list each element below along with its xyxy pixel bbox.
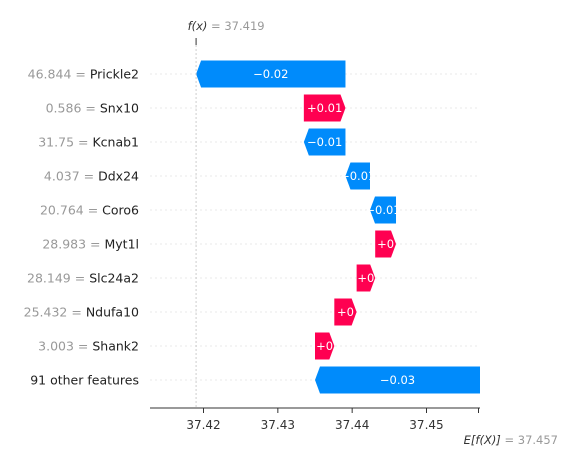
bar-negative	[370, 196, 397, 224]
feature-value: 46.844	[28, 67, 72, 82]
expected-value: 37.457	[518, 433, 558, 447]
bar-positive	[375, 230, 397, 258]
bar-negative	[196, 60, 346, 88]
bar-positive	[334, 298, 357, 326]
feature-name: Slc24a2	[89, 271, 139, 286]
feature-label: 20.764 = Coro6	[40, 203, 139, 218]
feature-label: 3.003 = Shank2	[38, 339, 139, 354]
feature-name: Kcnab1	[92, 135, 139, 150]
fx-annotation: f(x) = 37.419	[188, 19, 265, 33]
feature-name: Shank2	[92, 339, 139, 354]
annotations: f(x) = 37.419 E[f(X)] = 37.457	[188, 19, 558, 447]
x-tick-label: 37.43	[261, 418, 295, 432]
expected-value-annotation: E[f(X)] = 37.457	[464, 433, 558, 447]
feature-label: 4.037 = Ddx24	[44, 169, 139, 184]
feature-label: 25.432 = Ndufa10	[24, 305, 139, 320]
bar-negative	[315, 366, 480, 394]
x-axis: 37.42 37.43 37.44 37.45	[150, 407, 480, 432]
feature-value: 4.037	[44, 169, 80, 184]
bar-positive	[303, 94, 346, 122]
feature-name: Ndufa10	[86, 305, 139, 320]
x-tick-label: 37.44	[335, 418, 369, 432]
bar-value-label: −0.01	[307, 135, 342, 149]
bar-value-label: +0.01	[307, 101, 342, 115]
bar-positive	[315, 332, 335, 360]
bars: −0.02 +0.01 −0.01 −0.01 −0.01 +0 +0 +0 +0 −0.03	[196, 60, 480, 394]
bar-value-label: +0	[377, 237, 394, 251]
feature-value: 28.983	[42, 237, 86, 252]
bar-value-label: +0	[316, 339, 333, 353]
feature-name: Ddx24	[98, 169, 139, 184]
feature-value: 20.764	[40, 203, 84, 218]
feature-value: 28.149	[27, 271, 71, 286]
feature-name: Myt1l	[104, 237, 139, 252]
feature-labels: 46.844 = Prickle2 0.586 = Snx10 31.75 = Kc…	[24, 67, 139, 388]
feature-label: 91 other features	[30, 373, 139, 388]
feature-name: Coro6	[102, 203, 139, 218]
expected-label: E[f(X)]	[464, 433, 501, 447]
feature-equals: =	[71, 271, 89, 286]
feature-equals: =	[67, 305, 85, 320]
fx-equals: =	[211, 19, 224, 33]
x-tick-label: 37.42	[186, 418, 220, 432]
feature-value: 0.586	[46, 101, 82, 116]
expected-equals: =	[504, 433, 517, 447]
bar-negative	[345, 162, 370, 190]
feature-label: 31.75 = Kcnab1	[38, 135, 139, 150]
fx-value: 37.419	[224, 19, 264, 33]
feature-equals: =	[74, 339, 92, 354]
feature-label: 28.983 = Myt1l	[42, 237, 139, 252]
bar-value-label: −0.02	[253, 67, 288, 81]
feature-value: 31.75	[38, 135, 74, 150]
bar-value-label: +0	[337, 305, 354, 319]
feature-equals: =	[81, 101, 99, 116]
feature-equals: =	[84, 203, 102, 218]
bar-value-label: −0.01	[365, 203, 400, 217]
bar-value-label: −0.03	[380, 373, 415, 387]
feature-name: Snx10	[100, 101, 139, 116]
feature-value: 25.432	[24, 305, 68, 320]
feature-name: 91 other features	[30, 373, 139, 388]
bar-value-label: +0	[357, 271, 374, 285]
feature-label: 46.844 = Prickle2	[28, 67, 139, 82]
bar-positive	[356, 264, 376, 292]
feature-equals: =	[86, 237, 104, 252]
feature-equals: =	[71, 67, 89, 82]
feature-name: Prickle2	[90, 67, 139, 82]
x-tick-label: 37.45	[409, 418, 443, 432]
feature-equals: =	[80, 169, 98, 184]
feature-equals: =	[74, 135, 92, 150]
feature-label: 0.586 = Snx10	[46, 101, 139, 116]
feature-label: 28.149 = Slc24a2	[27, 271, 139, 286]
feature-value: 3.003	[38, 339, 74, 354]
bar-negative	[303, 128, 346, 156]
bar-value-label: −0.01	[340, 169, 375, 183]
fx-label: f(x)	[188, 19, 208, 33]
